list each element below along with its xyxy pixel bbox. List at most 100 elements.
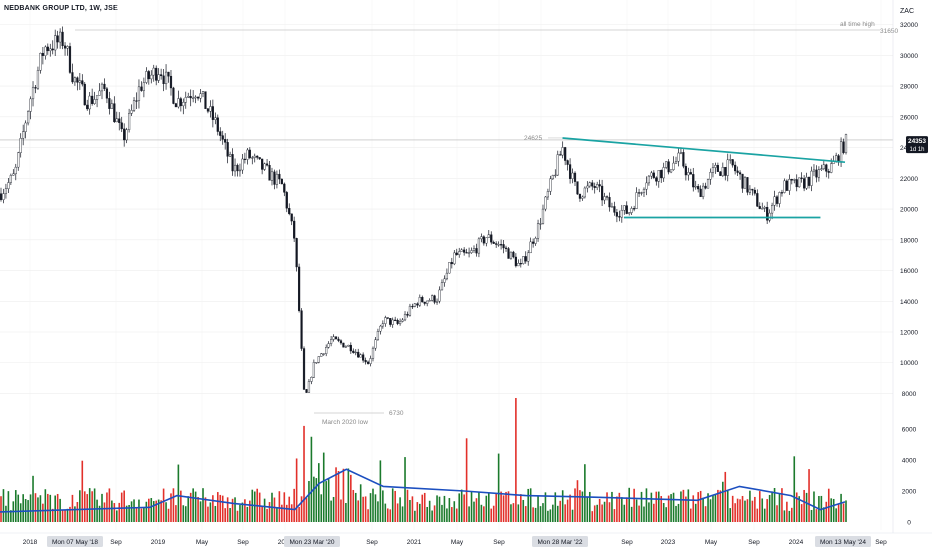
- volume-bar: [239, 504, 241, 522]
- candle-body: [576, 181, 579, 195]
- candle-body: [398, 321, 402, 324]
- volume-bar: [406, 489, 409, 522]
- candle-body: [803, 178, 806, 189]
- candle-body: [588, 182, 591, 187]
- volume-bar: [443, 495, 446, 522]
- volume-bar: [702, 497, 704, 522]
- volume-bar: [184, 506, 187, 522]
- volume-bar: [537, 495, 539, 522]
- candle-body: [334, 336, 338, 340]
- volume-bar: [660, 496, 663, 522]
- volume-bar: [152, 501, 155, 522]
- volume-bar: [630, 506, 633, 522]
- volume-bar: [431, 510, 433, 522]
- candle-body: [775, 196, 779, 204]
- volume-bar: [522, 499, 525, 522]
- volume-bar: [347, 468, 350, 522]
- volume-bar: [478, 491, 480, 522]
- volume-bar: [694, 503, 697, 522]
- volume-bar: [330, 500, 332, 522]
- candle-body: [201, 91, 205, 94]
- candle-body: [756, 193, 759, 207]
- volume-bar: [810, 509, 813, 522]
- candle-body: [93, 99, 96, 104]
- candle-body: [625, 205, 628, 214]
- candle-body: [280, 178, 283, 185]
- volume-bar: [566, 499, 569, 522]
- candle-body: [386, 317, 389, 319]
- volume-bar: [746, 499, 749, 522]
- date-tag-label: Mon 07 May '18: [52, 539, 98, 546]
- date-tag-label: Mon 13 May '24: [820, 539, 866, 546]
- volume-bar: [379, 460, 382, 522]
- candle-body: [312, 362, 315, 378]
- volume-bar: [396, 503, 399, 522]
- candle-body: [145, 71, 148, 83]
- candle-body: [817, 169, 821, 178]
- y-tick-label: 32000: [900, 22, 918, 29]
- candle-body: [497, 244, 500, 246]
- volume-bars: [0, 398, 847, 522]
- volume-bar: [465, 438, 468, 522]
- candle-body: [140, 86, 143, 91]
- candle-body: [822, 164, 825, 169]
- candle-body: [431, 295, 434, 301]
- volume-bar: [189, 492, 192, 522]
- candle-body: [357, 351, 360, 358]
- volume-bar: [699, 490, 702, 522]
- volume-bar: [731, 495, 734, 522]
- volume-bar: [327, 479, 330, 522]
- volume-bar: [689, 508, 692, 522]
- currency-label: ZAC: [900, 8, 914, 15]
- volume-bar: [51, 508, 54, 522]
- candle-body: [655, 177, 658, 182]
- volume-bar: [621, 497, 623, 522]
- candle-body: [155, 67, 158, 81]
- candle-body: [243, 158, 246, 161]
- candle-body: [418, 297, 421, 306]
- candle-body: [667, 161, 670, 173]
- x-tick-label: 2023: [661, 539, 676, 546]
- candle-body: [460, 249, 463, 252]
- candle-body: [354, 351, 357, 354]
- candle-body: [573, 172, 577, 182]
- volume-bar: [611, 491, 613, 522]
- volume-bar: [162, 488, 165, 522]
- candle-body: [305, 389, 308, 393]
- candle-body: [734, 164, 737, 172]
- candle-body: [364, 360, 367, 363]
- volume-bar: [542, 503, 544, 522]
- volume-bar: [350, 474, 352, 522]
- candle-body: [275, 173, 279, 185]
- volume-bar: [320, 494, 323, 522]
- candle-body: [679, 152, 683, 154]
- candle-body: [738, 172, 742, 175]
- candle-body: [578, 193, 582, 199]
- volume-bar: [805, 492, 808, 522]
- volume-bar: [298, 506, 300, 522]
- volume-bar: [463, 494, 465, 522]
- volume-bar: [394, 490, 396, 522]
- volume-bar: [246, 506, 249, 522]
- volume-bar: [118, 502, 121, 522]
- volume-bar: [549, 509, 552, 522]
- candle-body: [221, 135, 224, 140]
- volume-bar: [640, 491, 643, 522]
- volume-bar: [342, 468, 345, 522]
- volume-bar: [485, 495, 488, 522]
- volume-bar: [650, 492, 653, 522]
- x-tick-label: Sep: [493, 539, 505, 546]
- candle-body: [467, 252, 471, 254]
- volume-bar: [815, 509, 818, 522]
- trendline[interactable]: [562, 137, 846, 164]
- candle-body: [88, 95, 91, 110]
- volume-bar: [86, 494, 89, 522]
- volume-bar: [586, 496, 589, 522]
- candle-body: [110, 103, 113, 109]
- candle-body: [450, 262, 453, 265]
- candle-body: [596, 184, 599, 188]
- volume-bar: [111, 500, 113, 522]
- candle-body: [724, 167, 727, 176]
- candle-body: [541, 208, 545, 224]
